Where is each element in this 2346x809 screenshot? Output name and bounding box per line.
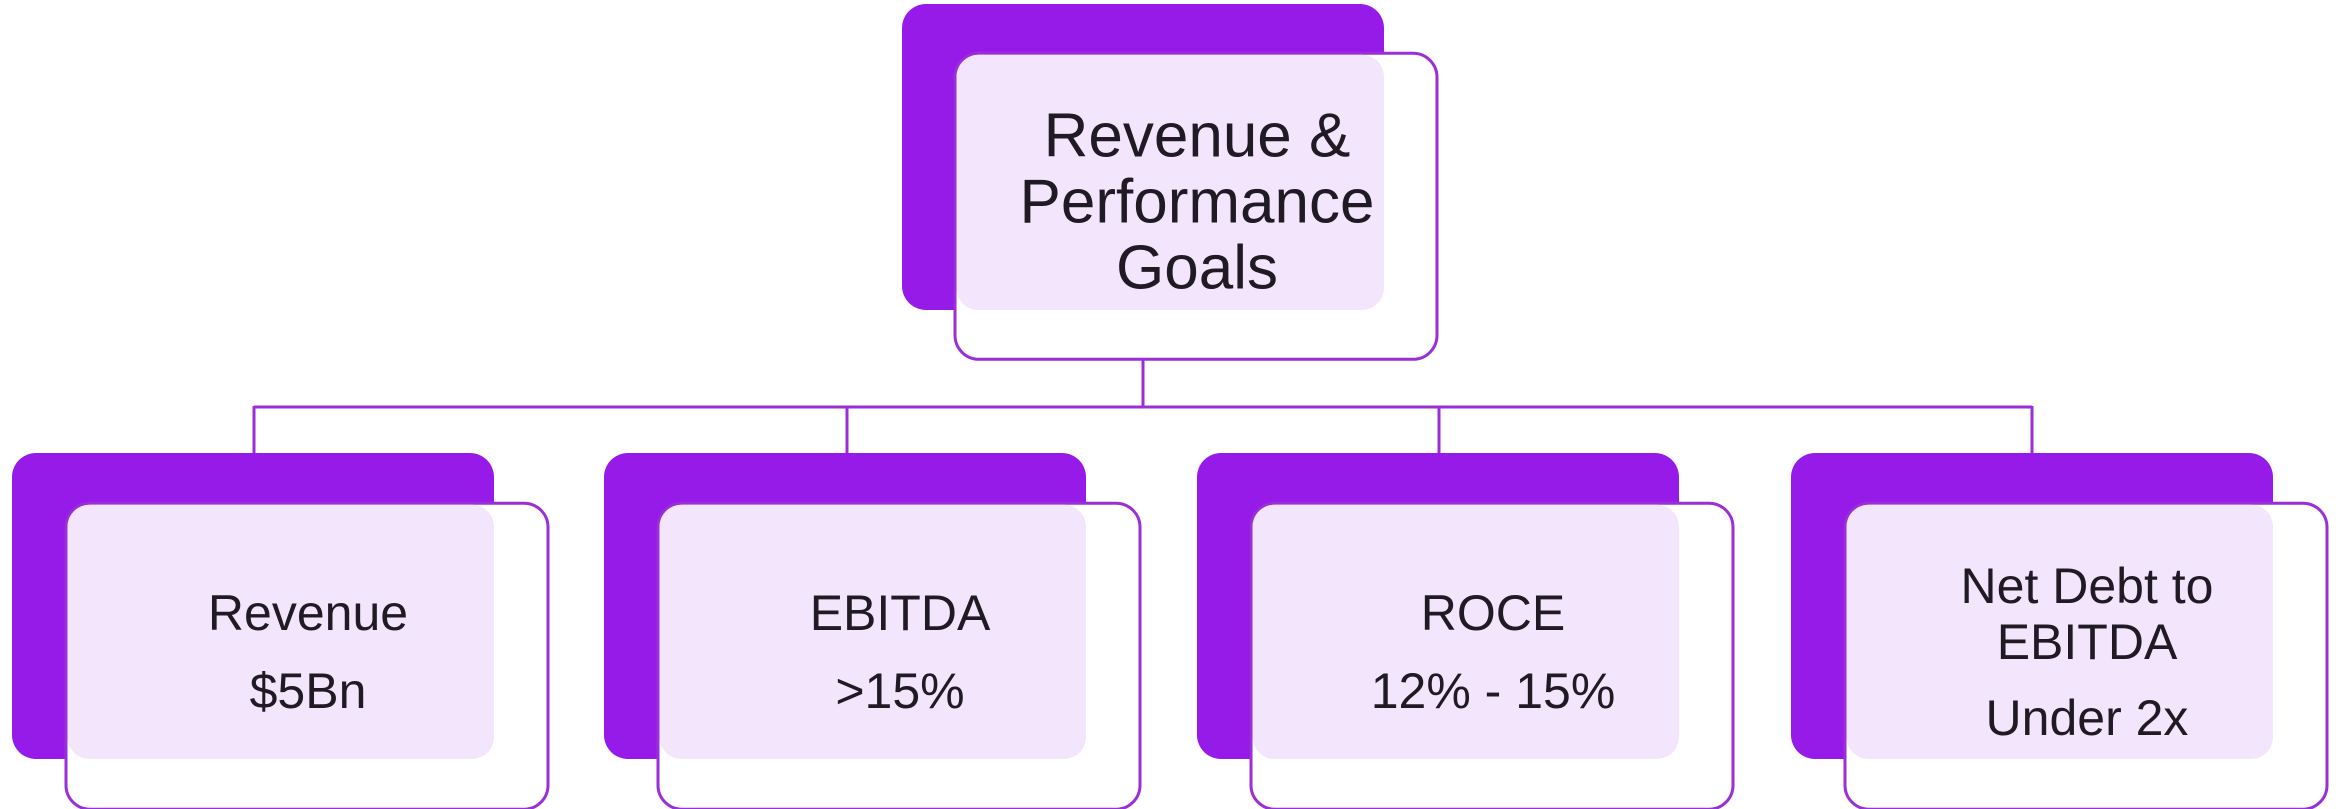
node-label: Net Debt to — [1961, 558, 2214, 614]
node-label: EBITDA — [1997, 614, 2178, 670]
child-node: EBITDA >15% — [604, 453, 1142, 809]
node-label: EBITDA — [810, 585, 991, 641]
node-value: >15% — [835, 663, 964, 719]
node-value: Under 2x — [1986, 690, 2189, 746]
node-value: $5Bn — [250, 663, 367, 719]
overlap-panel — [1846, 504, 2273, 759]
root-label: Performance — [1020, 167, 1375, 236]
overlap-panel — [1252, 504, 1679, 759]
node-label: Revenue — [208, 585, 408, 641]
node-label: ROCE — [1421, 585, 1565, 641]
overlap-panel — [67, 504, 494, 759]
root-label: Goals — [1116, 233, 1278, 302]
connectors — [252, 310, 2034, 453]
overlap-panel — [659, 504, 1086, 759]
child-node: ROCE 12% - 15% — [1197, 453, 1735, 809]
node-value: 12% - 15% — [1371, 663, 1616, 719]
child-node: Revenue $5Bn — [12, 453, 550, 809]
overlap-panel — [956, 54, 1384, 310]
root-label: Revenue & — [1044, 101, 1351, 170]
